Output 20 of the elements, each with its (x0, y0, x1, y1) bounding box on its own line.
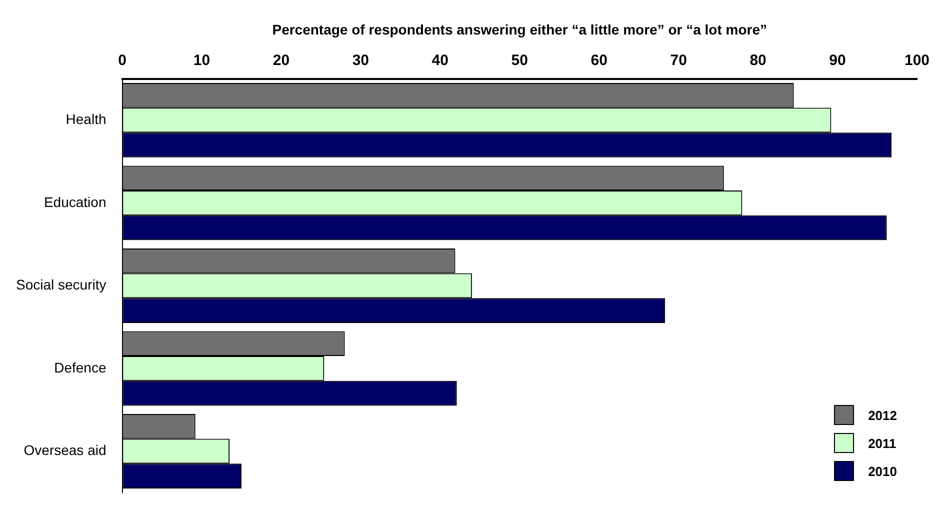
x-tick-label: 60 (590, 52, 608, 69)
y-tick-label: Education (44, 194, 106, 210)
x-tick-label: 80 (750, 52, 766, 69)
x-tick-label: 90 (829, 52, 846, 69)
x-tick-label: 0 (118, 52, 126, 69)
x-axis-title: Percentage of respondents answering either “a little more” or “a lot more” (272, 21, 768, 38)
x-tick-label: 10 (193, 52, 210, 69)
y-tick-label: Health (66, 111, 106, 128)
y-tick-label: Social security (16, 276, 106, 293)
x-tick-label: 40 (432, 52, 448, 69)
legend-label: 2010 (868, 464, 897, 478)
x-tick-label: 50 (511, 52, 528, 69)
x-tick-label: 70 (670, 52, 687, 69)
y-tick-label: Overseas aid (24, 442, 106, 458)
x-tick-label: 20 (272, 52, 290, 69)
y-tick-label: Defence (54, 359, 106, 376)
x-tick-label: 100 (904, 52, 930, 69)
legend-label: 2011 (868, 436, 896, 450)
x-tick-label: 30 (352, 52, 370, 69)
legend-label: 2012 (868, 408, 897, 422)
